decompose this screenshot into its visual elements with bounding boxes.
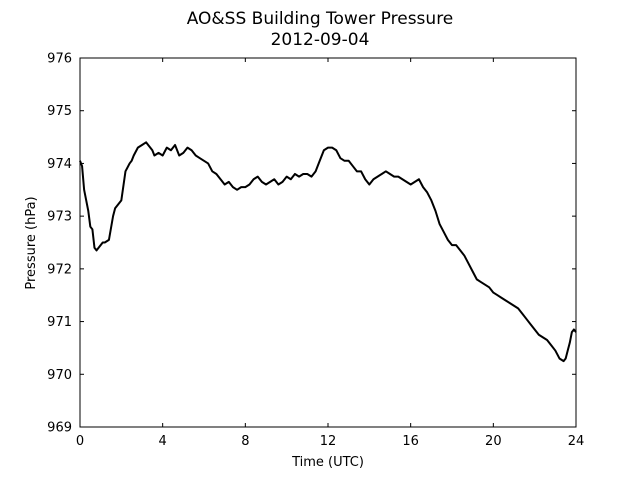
chart-subtitle: 2012-09-04 xyxy=(271,30,370,50)
y-axis-label: Pressure (hPa) xyxy=(24,196,39,289)
plot-area xyxy=(79,141,577,363)
plot-frame xyxy=(79,57,577,428)
x-axis-label: Time (UTC) xyxy=(291,455,364,470)
x-tick-label: 20 xyxy=(485,434,502,449)
y-tick-label: 974 xyxy=(47,157,72,172)
x-axis: 0 4 8 12 16 20 24 xyxy=(76,58,584,449)
x-tick-label: 0 xyxy=(76,434,84,449)
x-tick-label: 4 xyxy=(159,434,167,449)
x-tick-label: 24 xyxy=(568,434,585,449)
x-tick-label: 8 xyxy=(241,434,249,449)
y-tick-label: 973 xyxy=(47,210,72,225)
x-tick-label: 16 xyxy=(402,434,419,449)
y-axis: 969 970 971 972 973 974 975 976 xyxy=(47,52,576,436)
y-tick-label: 976 xyxy=(47,52,72,67)
y-tick-label: 972 xyxy=(47,262,72,277)
y-tick-label: 969 xyxy=(47,421,72,436)
series-line-0 xyxy=(79,141,577,363)
y-tick-label: 971 xyxy=(47,315,72,330)
x-tick-label: 12 xyxy=(320,434,337,449)
y-tick-label: 975 xyxy=(47,104,72,119)
y-tick-label: 970 xyxy=(47,368,72,383)
chart-title: AO&SS Building Tower Pressure xyxy=(187,9,454,29)
